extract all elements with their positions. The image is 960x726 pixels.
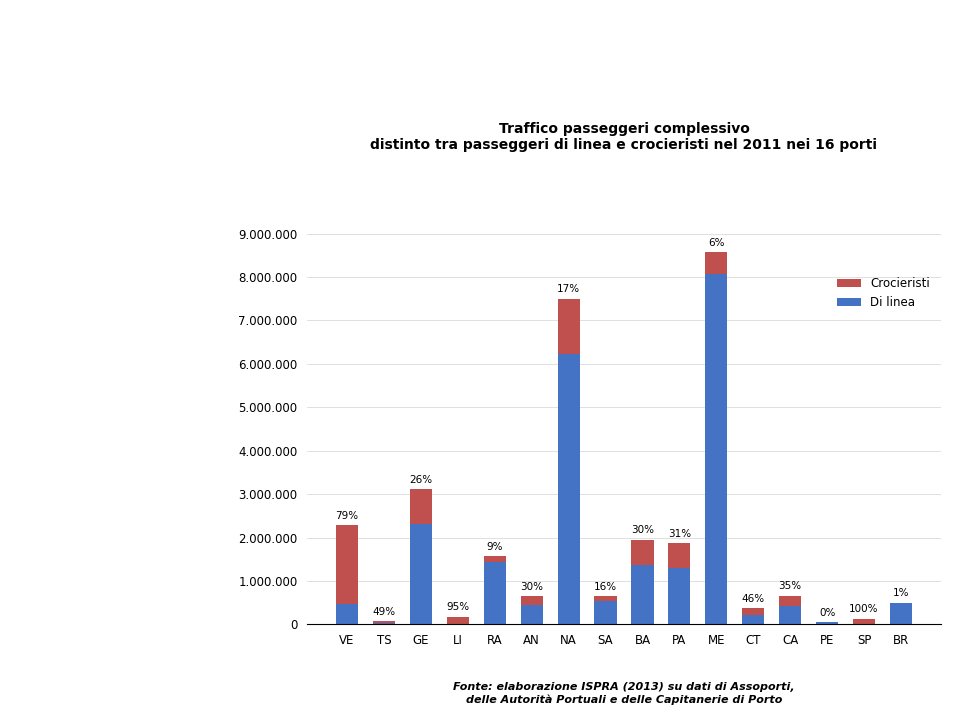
Bar (780, 596, 802, 605)
Bar (520, 605, 542, 624)
Bar (780, 605, 802, 624)
Bar (742, 616, 764, 624)
Text: 95%: 95% (446, 602, 469, 612)
Text: 30%: 30% (520, 582, 543, 592)
Text: 16%: 16% (594, 582, 617, 592)
Bar (410, 524, 432, 624)
Bar (852, 619, 876, 624)
Text: 6%: 6% (708, 237, 725, 248)
Bar (558, 354, 580, 624)
Bar (594, 596, 616, 600)
Text: Traffico passeggeri complessivo
distinto tra passeggeri di linea e crocieristi n: Traffico passeggeri complessivo distinto… (371, 122, 877, 152)
Bar (520, 596, 542, 605)
Text: 26%: 26% (409, 475, 433, 484)
Legend: Crocieristi, Di linea: Crocieristi, Di linea (832, 272, 935, 314)
Text: Fonte: elaborazione ISPRA (2013) su dati di Assoporti,
delle Autorità Portuali e: Fonte: elaborazione ISPRA (2013) su dati… (453, 682, 795, 705)
Bar (372, 621, 396, 623)
Bar (706, 252, 728, 274)
Text: 46%: 46% (742, 594, 765, 603)
Text: 1%: 1% (893, 588, 909, 598)
Bar (890, 603, 912, 624)
Bar (372, 623, 396, 624)
Bar (632, 539, 654, 565)
Bar (742, 608, 764, 616)
Text: 17%: 17% (557, 285, 580, 295)
Bar (336, 603, 358, 624)
Text: 49%: 49% (372, 606, 396, 616)
Text: 100%: 100% (850, 604, 878, 614)
Bar (558, 299, 580, 354)
Bar (816, 622, 838, 624)
Text: 31%: 31% (668, 529, 691, 539)
Text: 79%: 79% (335, 511, 359, 521)
Bar (484, 556, 506, 563)
Bar (668, 568, 690, 624)
Bar (336, 526, 358, 603)
Text: 30%: 30% (631, 526, 654, 535)
Bar (632, 565, 654, 624)
Bar (594, 600, 616, 624)
Text: 0%: 0% (819, 608, 835, 618)
Bar (446, 616, 468, 624)
Text: 9%: 9% (487, 542, 503, 552)
Bar (410, 489, 432, 524)
Bar (668, 543, 690, 568)
Bar (706, 274, 728, 624)
Text: 35%: 35% (779, 582, 802, 592)
Bar (484, 563, 506, 624)
